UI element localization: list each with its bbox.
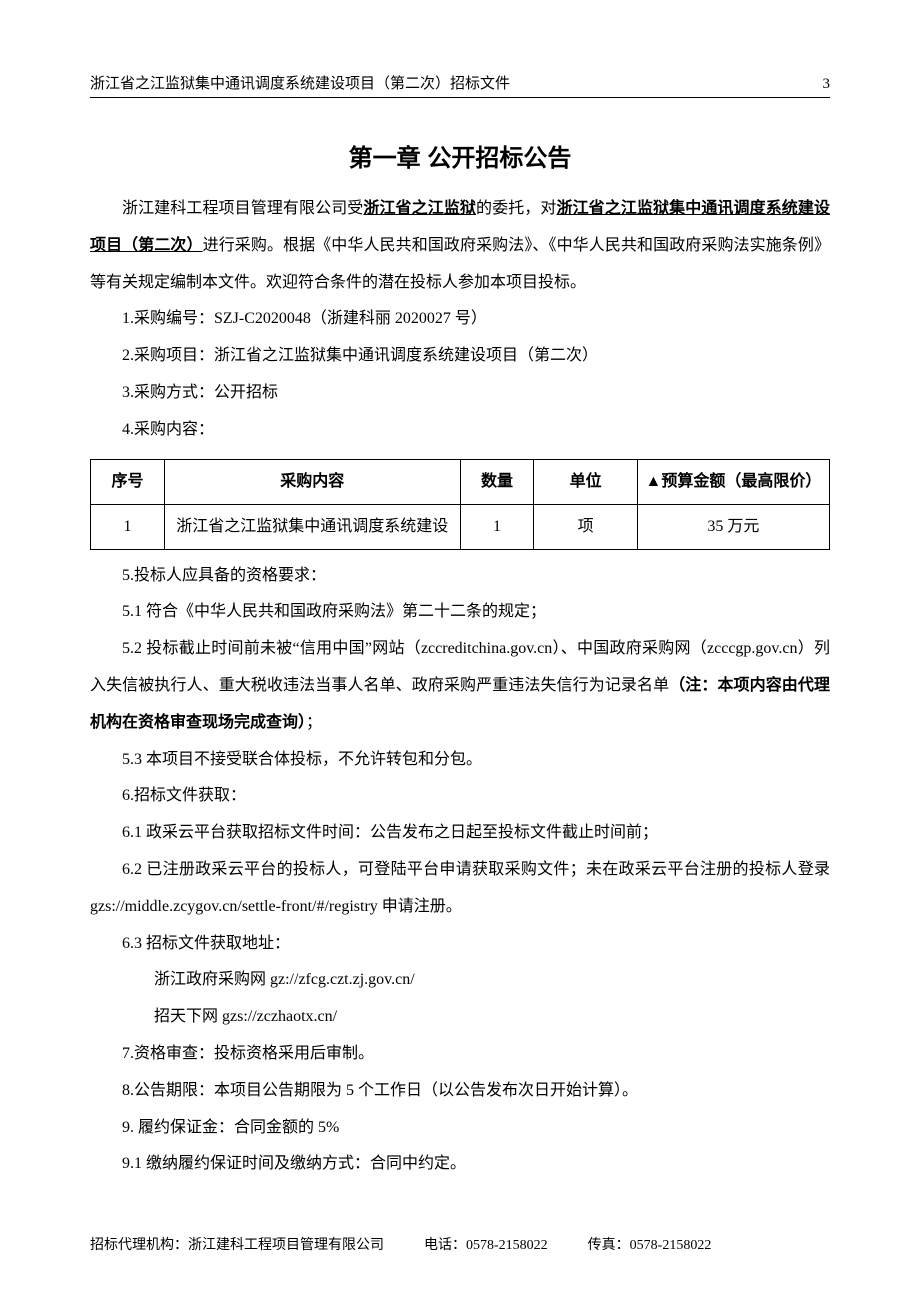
table-row: 1 浙江省之江监狱集中通讯调度系统建设 1 项 35 万元 [91, 504, 830, 549]
procurement-table: 序号 采购内容 数量 单位 ▲预算金额（最高限价） 1 浙江省之江监狱集中通讯调… [90, 459, 830, 550]
intro-mid1: 的委托，对 [476, 200, 556, 217]
intro-paragraph: 浙江建科工程项目管理有限公司受浙江省之江监狱的委托，对浙江省之江监狱集中通讯调度… [90, 191, 830, 301]
footer-agency: 招标代理机构：浙江建科工程项目管理有限公司 [90, 1234, 384, 1254]
item-5-2-post: ； [306, 714, 322, 731]
item-1-procurement-no: 1.采购编号：SZJ-C2020048（浙建科丽 2020027 号） [90, 301, 830, 338]
document-body: 浙江建科工程项目管理有限公司受浙江省之江监狱的委托，对浙江省之江监狱集中通讯调度… [90, 191, 830, 1183]
item-8: 8.公告期限：本项目公告期限为 5 个工作日（以公告发布次日开始计算）。 [90, 1073, 830, 1110]
footer-tel: 电话：0578-2158022 [424, 1234, 548, 1254]
header-page-number: 3 [823, 76, 831, 93]
item-4-content-label: 4.采购内容： [90, 412, 830, 449]
item-5-3: 5.3 本项目不接受联合体投标，不允许转包和分包。 [90, 742, 830, 779]
td-qty: 1 [460, 504, 534, 549]
item-3-method: 3.采购方式：公开招标 [90, 375, 830, 412]
item-6-2: 6.2 已注册政采云平台的投标人，可登陆平台申请获取采购文件；未在政采云平台注册… [90, 852, 830, 926]
item-5-qualification: 5.投标人应具备的资格要求： [90, 558, 830, 595]
item-6-3: 6.3 招标文件获取地址： [90, 926, 830, 963]
item-7: 7.资格审查：投标资格采用后审制。 [90, 1036, 830, 1073]
table-header-row: 序号 采购内容 数量 单位 ▲预算金额（最高限价） [91, 459, 830, 504]
item-5-2: 5.2 投标截止时间前未被“信用中国”网站（zccreditchina.gov.… [90, 631, 830, 741]
item-6-3-url-b: 招天下网 gzs://zczhaotx.cn/ [90, 999, 830, 1036]
item-2-project: 2.采购项目：浙江省之江监狱集中通讯调度系统建设项目（第二次） [90, 338, 830, 375]
th-unit: 单位 [534, 459, 637, 504]
item-9: 9. 履约保证金：合同金额的 5% [90, 1110, 830, 1147]
item-6: 6.招标文件获取： [90, 778, 830, 815]
item-9-1: 9.1 缴纳履约保证时间及缴纳方式：合同中约定。 [90, 1146, 830, 1183]
chapter-title: 第一章 公开招标公告 [90, 138, 830, 173]
page-root: 浙江省之江监狱集中通讯调度系统建设项目（第二次）招标文件 3 第一章 公开招标公… [0, 0, 920, 1302]
td-budget: 35 万元 [637, 504, 829, 549]
th-seq: 序号 [91, 459, 165, 504]
th-content: 采购内容 [164, 459, 460, 504]
item-6-3-url-a: 浙江政府采购网 gz://zfcg.czt.zj.gov.cn/ [90, 962, 830, 999]
header-doc-title: 浙江省之江监狱集中通讯调度系统建设项目（第二次）招标文件 [90, 72, 510, 93]
page-footer: 招标代理机构：浙江建科工程项目管理有限公司 电话：0578-2158022 传真… [90, 1234, 830, 1254]
intro-pre1: 浙江建科工程项目管理有限公司受 [122, 200, 363, 217]
intro-underline-entrusting-party: 浙江省之江监狱 [363, 200, 476, 217]
running-header: 浙江省之江监狱集中通讯调度系统建设项目（第二次）招标文件 3 [90, 72, 830, 98]
item-6-1: 6.1 政采云平台获取招标文件时间：公告发布之日起至投标文件截止时间前； [90, 815, 830, 852]
th-qty: 数量 [460, 459, 534, 504]
th-budget: ▲预算金额（最高限价） [637, 459, 829, 504]
td-seq: 1 [91, 504, 165, 549]
td-content: 浙江省之江监狱集中通讯调度系统建设 [164, 504, 460, 549]
footer-fax: 传真：0578-2158022 [588, 1234, 712, 1254]
item-5-1: 5.1 符合《中华人民共和国政府采购法》第二十二条的规定； [90, 594, 830, 631]
td-unit: 项 [534, 504, 637, 549]
